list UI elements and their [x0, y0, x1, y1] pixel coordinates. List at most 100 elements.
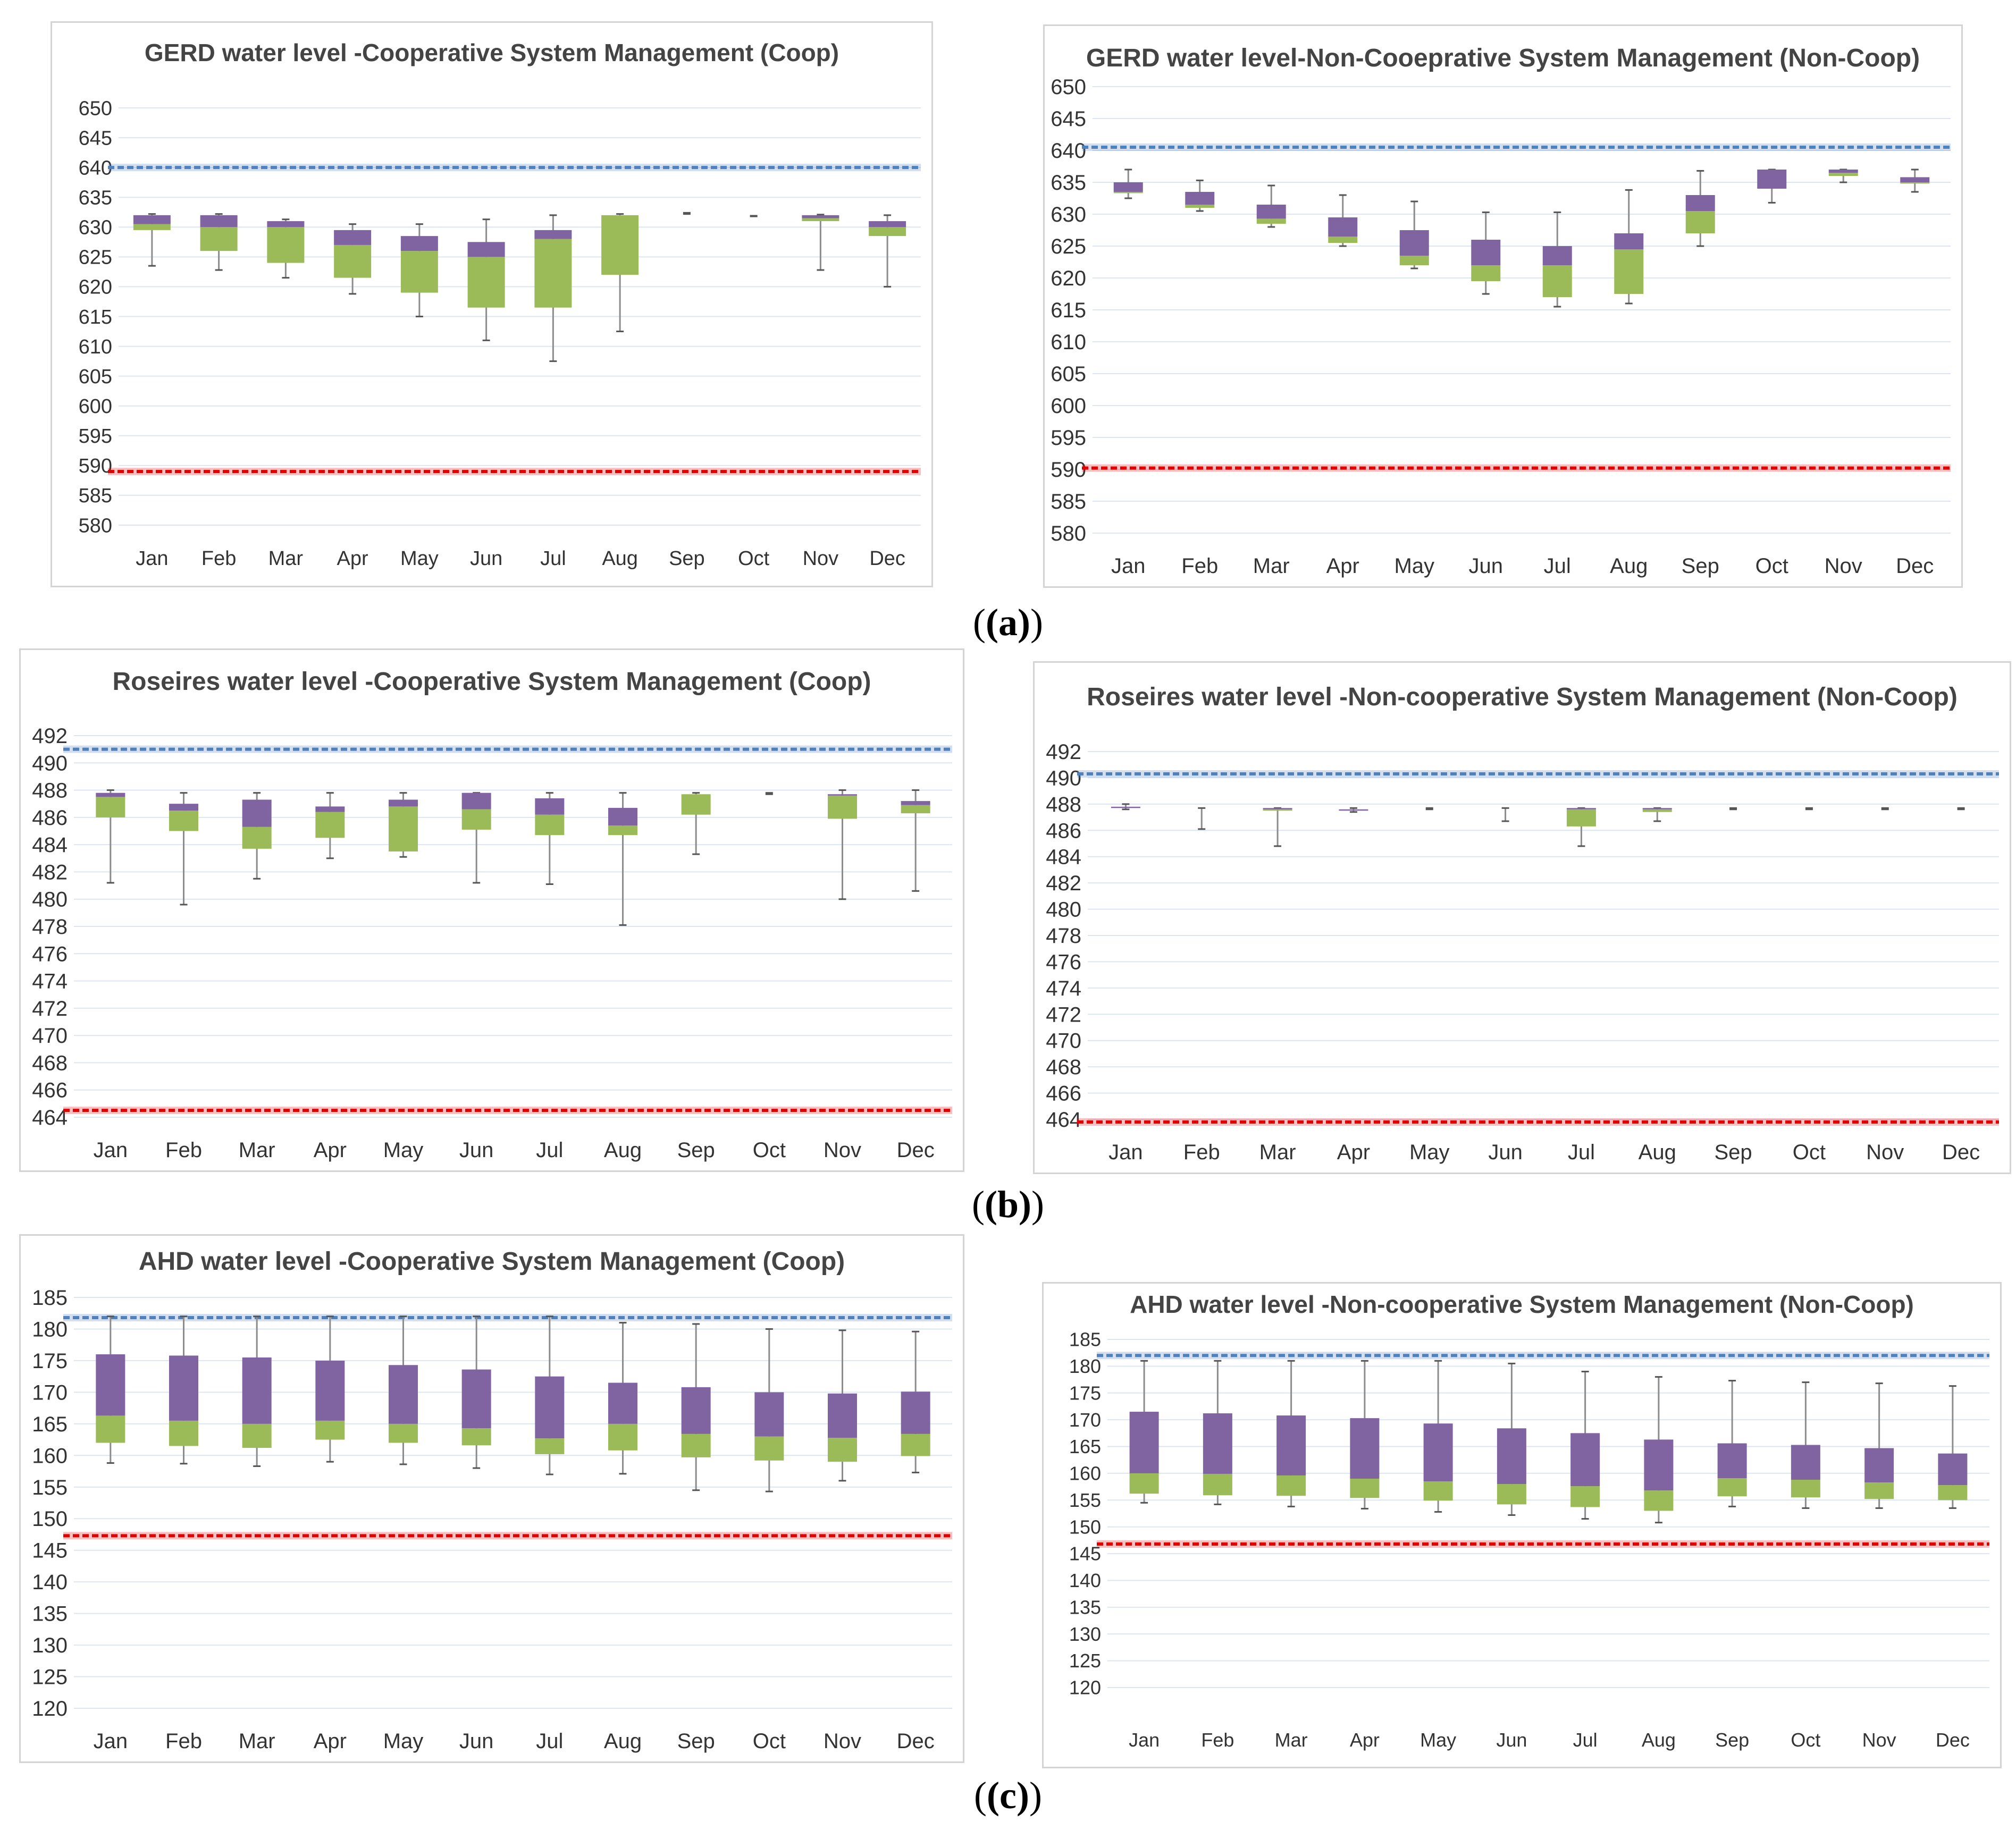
x-tick-label: Sep [1682, 554, 1719, 578]
y-tick-label: 474 [1046, 977, 1081, 1000]
box-lower-sep [681, 794, 711, 815]
box-upper-jun [1497, 1428, 1526, 1485]
box-lower-jan [1129, 1473, 1159, 1494]
y-tick-label: 170 [1069, 1409, 1101, 1431]
y-tick-label: 476 [32, 942, 68, 966]
chart-ahd-noncoop: AHD water level -Non-cooperative System … [1069, 1291, 1989, 1751]
box-lower-mar [1276, 1475, 1306, 1496]
y-tick-label: 470 [1046, 1030, 1081, 1053]
box-lower-aug [1614, 249, 1644, 294]
box-upper-may [389, 1365, 418, 1424]
box-upper-jul [1570, 1433, 1600, 1487]
x-tick-label: Feb [165, 1730, 202, 1753]
x-tick-label: Oct [738, 547, 770, 570]
box-upper-jul [535, 1376, 565, 1439]
y-tick-label: 484 [32, 833, 68, 857]
box-lower-mar [267, 227, 305, 263]
y-tick-label: 650 [1051, 75, 1086, 99]
y-tick-label: 474 [32, 970, 68, 993]
box-lower-may [389, 806, 418, 851]
x-tick-label: Aug [1642, 1729, 1676, 1751]
box-lower-jan [133, 224, 171, 230]
x-tick-label: Jul [540, 547, 566, 570]
y-tick-label: 155 [32, 1476, 68, 1499]
x-tick-label: Dec [1936, 1729, 1970, 1751]
box-lower-jul [535, 1438, 565, 1454]
box-lower-nov [828, 795, 857, 819]
box-lower-sep [681, 1433, 711, 1457]
box-upper-apr [334, 230, 372, 245]
box-upper-jan [1129, 1412, 1159, 1473]
x-tick-label: Mar [268, 547, 304, 570]
chart-title: Roseires water level -Cooperative System… [112, 668, 871, 696]
box-upper-jun [461, 1369, 491, 1429]
x-tick-label: Feb [165, 1139, 202, 1162]
y-tick-label: 486 [32, 806, 68, 830]
chart-roseires-coop: Roseires water level -Cooperative System… [32, 668, 952, 1162]
box-lower-apr [334, 244, 372, 278]
y-tick-label: 585 [79, 485, 112, 507]
x-tick-label: Feb [1183, 1141, 1220, 1164]
box-lower-jul [535, 814, 565, 836]
box-lower-feb [169, 811, 198, 831]
x-tick-label: Jul [1568, 1141, 1595, 1164]
x-tick-label: Dec [869, 547, 905, 570]
box-lower-dec [869, 227, 906, 237]
box-upper-jun [461, 792, 491, 809]
box-lower-jul [1542, 265, 1572, 297]
x-tick-label: Oct [1793, 1141, 1826, 1164]
y-tick-label: 470 [32, 1024, 68, 1048]
box-lower-apr [1328, 237, 1358, 243]
chart-title: Roseires water level -Non-cooperative Sy… [1087, 683, 1958, 711]
y-tick-label: 615 [1051, 299, 1086, 322]
box-lower-jul [534, 239, 572, 308]
box-upper-jan [1111, 806, 1140, 808]
x-tick-label: Nov [803, 547, 839, 570]
y-tick-label: 478 [1046, 924, 1081, 948]
x-tick-label: Jan [94, 1139, 128, 1162]
y-tick-label: 130 [1069, 1623, 1101, 1645]
x-tick-label: Oct [753, 1730, 786, 1753]
x-tick-label: May [1394, 554, 1434, 578]
box-lower-jul [1570, 1486, 1600, 1507]
y-tick-label: 185 [1069, 1329, 1101, 1351]
box-upper-sep [681, 1387, 711, 1434]
y-tick-label: 120 [1069, 1677, 1101, 1699]
x-tick-label: Nov [1866, 1141, 1904, 1164]
box-upper-jan [133, 215, 171, 224]
y-tick-label: 605 [1051, 362, 1086, 386]
x-tick-label: Apr [1326, 554, 1359, 578]
box-upper-nov [1864, 1448, 1894, 1483]
chart-title: GERD water level-Non-Cooeprative System … [1086, 44, 1920, 72]
chart-gerd-noncoop: GERD water level-Non-Cooeprative System … [1051, 44, 1951, 578]
x-tick-label: Jun [459, 1139, 494, 1162]
box-lower-dec [1900, 182, 1930, 184]
x-tick-label: Apr [314, 1730, 347, 1753]
y-tick-label: 150 [1069, 1516, 1101, 1538]
y-tick-label: 484 [1046, 846, 1081, 869]
x-tick-label: Aug [604, 1730, 642, 1753]
x-tick-label: May [1420, 1729, 1456, 1751]
x-tick-label: Sep [677, 1139, 715, 1162]
box-lower-jan [96, 797, 125, 817]
y-tick-label: 492 [32, 724, 68, 748]
x-tick-label: Aug [604, 1139, 642, 1162]
x-tick-label: Mar [239, 1139, 275, 1162]
y-tick-label: 130 [32, 1634, 68, 1657]
box-upper-jan [1113, 182, 1143, 192]
box-lower-nov [1864, 1482, 1894, 1499]
x-tick-label: Jan [136, 547, 168, 570]
y-tick-label: 620 [1051, 267, 1086, 290]
box-upper-mar [1276, 1415, 1306, 1475]
x-tick-label: Jan [1129, 1729, 1160, 1751]
y-tick-label: 490 [1046, 766, 1081, 790]
y-tick-label: 165 [1069, 1436, 1101, 1457]
y-tick-label: 175 [1069, 1382, 1101, 1404]
y-tick-label: 635 [79, 187, 112, 209]
y-tick-label: 140 [1069, 1570, 1101, 1591]
box-upper-dec [901, 1392, 930, 1434]
box-lower-aug [1642, 809, 1672, 812]
box-lower-mar [1256, 218, 1286, 224]
box-upper-jul [534, 230, 572, 239]
box-upper-oct [1757, 170, 1787, 189]
